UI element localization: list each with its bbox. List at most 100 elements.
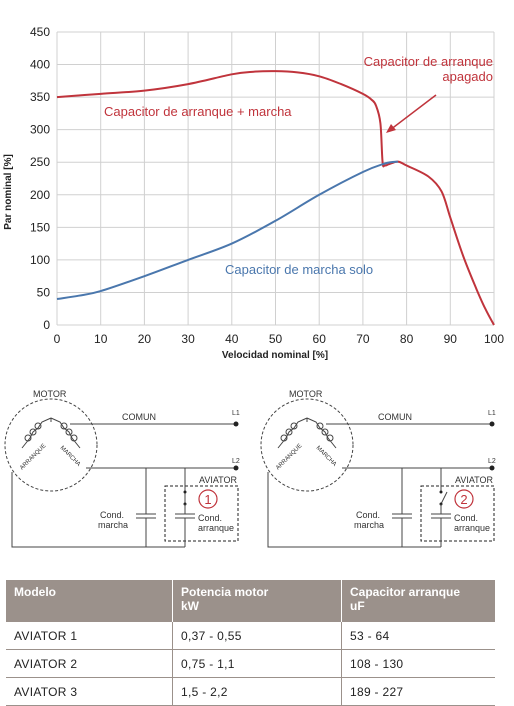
y-tick-label: 300: [30, 123, 50, 137]
cell-potencia: 0,75 - 1,1: [172, 649, 342, 678]
cell-capacitor: 108 - 130: [341, 649, 495, 678]
motor-label: MOTOR: [33, 389, 67, 399]
aviator-badge-circle: [454, 489, 474, 509]
coil-turn: [290, 422, 298, 430]
annotation-arranque-apagado-line2: apagado: [442, 69, 493, 84]
y-tick-label: 50: [37, 285, 51, 299]
coil-turn: [60, 422, 68, 430]
series-line-arranque-marcha: [56, 70, 495, 326]
aviator-badge-number: 1: [204, 492, 211, 507]
chart-ticks: 0 50 100 150 200 250 300 350 400 450 0 10 20 30 40 50 60…: [30, 25, 504, 346]
cell-modelo: AVIATOR 3: [6, 677, 173, 706]
x-tick-label: 20: [138, 332, 152, 346]
cond-arranque-label-1: Cond.: [198, 513, 222, 523]
motor-circle: [260, 398, 354, 492]
coil-turn: [280, 434, 288, 442]
l2-label: L2: [488, 458, 496, 465]
aviator-badge-number: 2: [460, 492, 467, 507]
header-potencia-label: Potencia motor: [181, 585, 269, 599]
y-tick-label: 450: [30, 25, 50, 39]
x-tick-label: 30: [181, 332, 195, 346]
winding-label-marcha: MARCHA: [59, 445, 82, 468]
terminal-l2: [233, 465, 239, 471]
header-capacitor-unit: uF: [350, 599, 365, 613]
wire-return: [11, 472, 185, 548]
l1-label: L1: [232, 410, 240, 417]
winding-marcha: [50, 417, 81, 449]
cond-marcha-label-2: marcha: [354, 520, 384, 530]
cell-modelo: AVIATOR 2: [6, 649, 173, 678]
annotation-arranque-apagado-line1: Capacitor de arranque: [364, 54, 493, 69]
x-tick-label: 50: [269, 332, 283, 346]
table-row: AVIATOR 2 0,75 - 1,1 108 - 130: [6, 649, 495, 678]
switch-contact: [439, 490, 443, 494]
chart-series: [56, 70, 495, 326]
coil-turn: [321, 428, 329, 436]
winding-marcha: [306, 417, 337, 449]
y-tick-label: 0: [43, 318, 50, 332]
model-spec-table: Modelo Potencia motor kW Capacitor arran…: [6, 580, 495, 706]
motor-label: MOTOR: [289, 389, 323, 399]
header-modelo-label: Modelo: [14, 585, 56, 599]
cond-arranque-label-1: Cond.: [454, 513, 478, 523]
cell-potencia: 1,5 - 2,2: [172, 677, 342, 706]
y-tick-label: 100: [30, 253, 50, 267]
header-potencia-unit: kW: [181, 599, 199, 613]
cond-arranque-label-2: arranque: [454, 523, 490, 533]
coil-turn: [285, 428, 293, 436]
header-potencia: Potencia motor kW: [172, 580, 342, 622]
x-tick-label: 90: [444, 332, 458, 346]
x-tick-label: 10: [94, 332, 108, 346]
switch-contact: [183, 490, 187, 494]
coil-turn: [24, 434, 32, 442]
aviator-label: AVIATOR: [199, 475, 238, 485]
y-tick-label: 150: [30, 220, 50, 234]
switch-open: [440, 491, 448, 505]
terminal-l2: [489, 465, 495, 471]
aviator-label: AVIATOR: [455, 475, 494, 485]
comun-label: COMUN: [378, 412, 412, 422]
torque-speed-chart: 0 50 100 150 200 250 300 350 400 450 0 10 20 30 40 50 60…: [3, 25, 504, 361]
coil-turn: [316, 422, 324, 430]
winding-arranque: [21, 417, 52, 449]
header-modelo: Modelo: [6, 580, 173, 622]
annotation-arranque-marcha: Capacitor de arranque + marcha: [104, 104, 292, 119]
terminal-l1: [233, 421, 239, 427]
l1-label: L1: [488, 410, 496, 417]
wire-return: [267, 472, 441, 548]
x-tick-label: 60: [313, 332, 327, 346]
comun-label: COMUN: [122, 412, 156, 422]
x-axis-label: Velocidad nominal [%]: [222, 350, 328, 361]
y-tick-label: 200: [30, 188, 50, 202]
x-tick-label: 80: [400, 332, 414, 346]
header-capacitor-label: Capacitor arranque: [350, 585, 461, 599]
cell-potencia: 0,37 - 0,55: [172, 622, 342, 650]
x-tick-label: 100: [484, 332, 504, 346]
x-tick-label: 40: [225, 332, 239, 346]
winding-label-arranque: ARRANQUE: [275, 443, 303, 471]
coil-turn: [326, 434, 334, 442]
header-capacitor: Capacitor arranque uF: [341, 580, 495, 622]
winding-arranque: [277, 417, 308, 449]
l2-label: L2: [232, 458, 240, 465]
x-tick-label: 0: [54, 332, 61, 346]
aviator-badge-circle: [198, 489, 218, 509]
table-header-row: Modelo Potencia motor kW Capacitor arran…: [6, 580, 495, 622]
cell-capacitor: 189 - 227: [341, 677, 495, 706]
y-tick-label: 250: [30, 155, 50, 169]
table-row: AVIATOR 1 0,37 - 0,55 53 - 64: [6, 622, 495, 650]
x-tick-label: 70: [356, 332, 370, 346]
coil-turn: [29, 428, 37, 436]
cond-marcha-label-1: Cond.: [356, 510, 380, 520]
winding-label-arranque: ARRANQUE: [19, 443, 47, 471]
coil-turn: [70, 434, 78, 442]
coil-turn: [34, 422, 42, 430]
series-line-marcha-solo: [56, 160, 399, 300]
coil-turn: [65, 428, 73, 436]
cell-capacitor: 53 - 64: [341, 622, 495, 650]
terminal-l1: [489, 421, 495, 427]
y-tick-label: 400: [30, 58, 50, 72]
